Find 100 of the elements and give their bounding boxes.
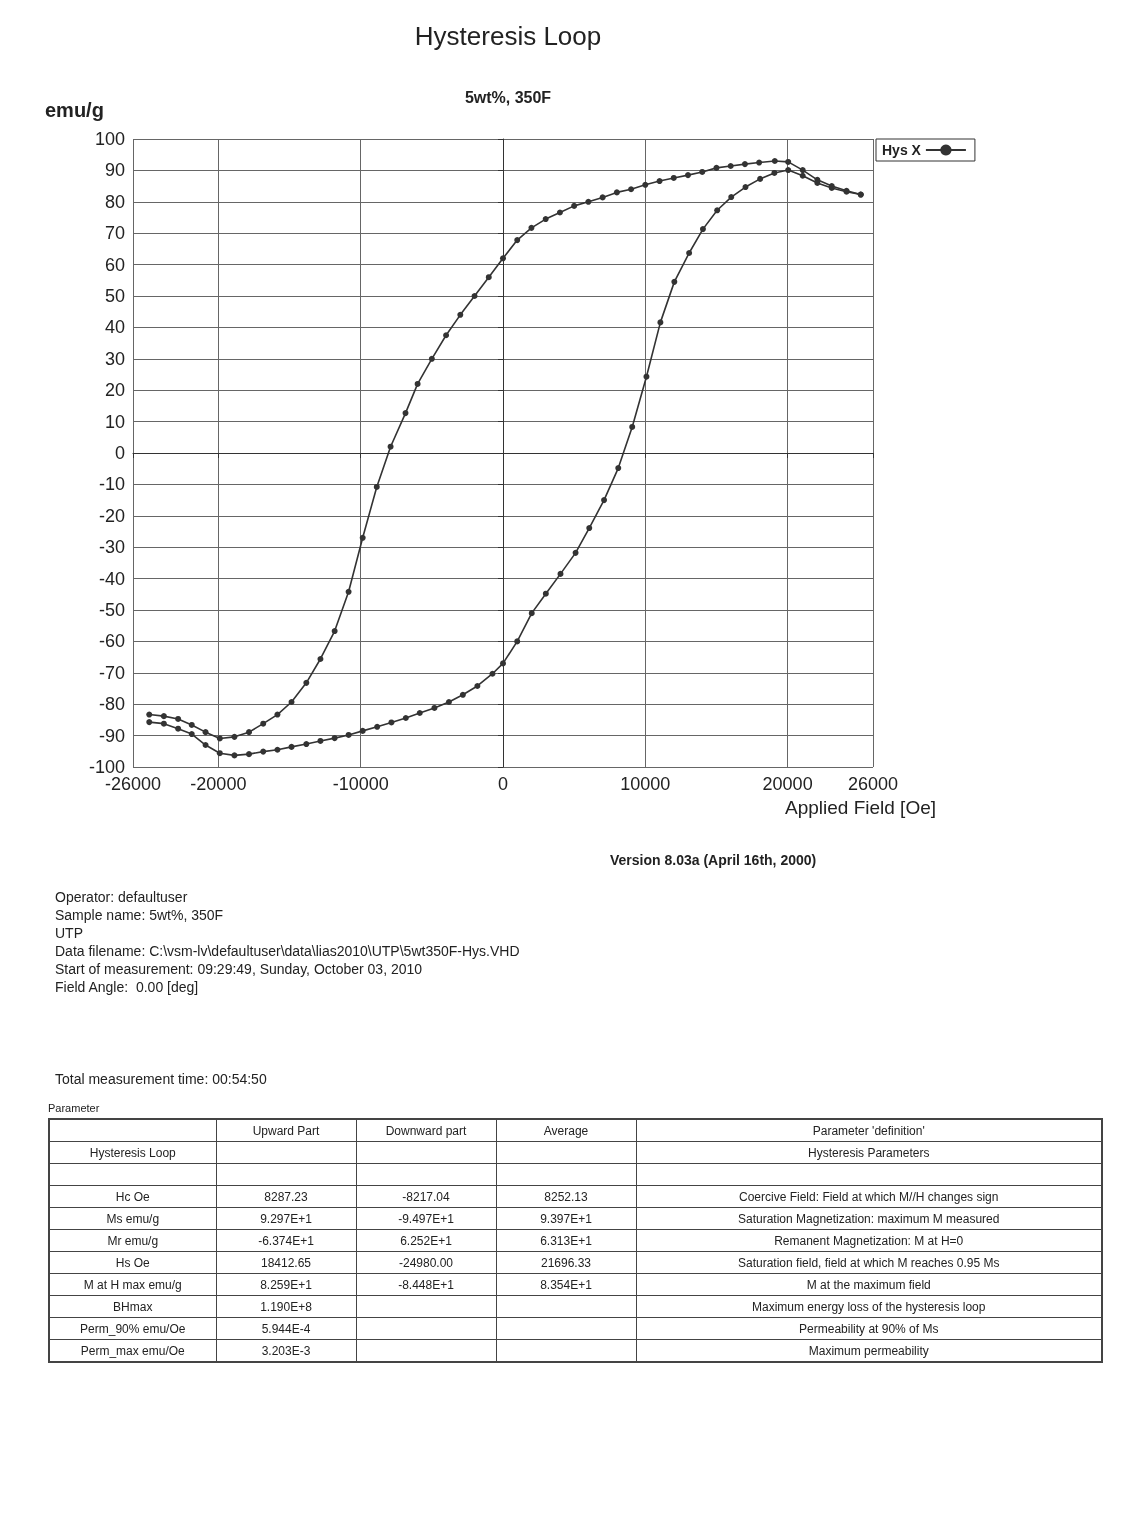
- x-tick-label: -20000: [190, 774, 247, 794]
- point: [643, 373, 650, 380]
- point: [586, 525, 593, 532]
- point: [345, 731, 352, 738]
- point: [657, 319, 664, 326]
- point: [202, 742, 209, 749]
- y-tick-label: 40: [104, 317, 125, 338]
- y-tick-label: 0: [114, 443, 125, 463]
- y-tick-label: -100: [88, 757, 125, 777]
- point: [585, 198, 592, 205]
- point: [188, 731, 195, 738]
- y-tick-label: 50: [104, 286, 125, 306]
- text: Data filename: C:\vsm-lv\defaultuser\data\lias2010\UTP\5wt350F-Hys.VHD: [55, 943, 520, 959]
- category-label: Average: [496, 1119, 636, 1142]
- text: 8.259E+1: [260, 1277, 312, 1292]
- point: [799, 172, 806, 179]
- point: [188, 721, 195, 728]
- point: [457, 311, 464, 318]
- y-tick-label: -50: [98, 600, 125, 620]
- point: [274, 746, 281, 753]
- x-tick-label: 26000: [847, 774, 899, 794]
- point: [202, 729, 209, 736]
- point: [160, 713, 167, 720]
- text: Field Angle: 0.00 [deg]: [55, 979, 199, 995]
- point: [231, 752, 238, 759]
- point: [216, 750, 223, 757]
- point: [671, 278, 678, 285]
- point: [374, 723, 381, 730]
- point: [542, 216, 549, 223]
- text: 6.252E+1: [400, 1233, 452, 1248]
- y-axis-title: emu/g: [45, 99, 104, 121]
- point: [387, 443, 394, 450]
- point: [431, 704, 438, 711]
- y-tick-label: 60: [104, 254, 125, 275]
- point: [728, 194, 735, 201]
- category-label: Hs Oe: [115, 1255, 150, 1270]
- point: [771, 157, 778, 164]
- point: [303, 679, 310, 686]
- y-tick-label: 20: [104, 380, 125, 401]
- point: [514, 237, 521, 244]
- point: [489, 670, 496, 677]
- point: [571, 202, 578, 209]
- text: 8.354E+1: [540, 1277, 592, 1292]
- point: [260, 720, 267, 727]
- point: [514, 638, 521, 645]
- point: [500, 255, 506, 262]
- point: [245, 729, 252, 736]
- x-tick-label: 0: [497, 774, 509, 794]
- point: [785, 167, 792, 174]
- x-tick-label: -26000: [104, 774, 162, 794]
- text: Start of measurement: 09:29:49, Sunday, October 03, 2010: [55, 961, 423, 977]
- point: [628, 186, 635, 193]
- text: Operator: defaultuser: [55, 889, 188, 905]
- point: [260, 748, 267, 755]
- point: [373, 483, 380, 490]
- point: [402, 715, 409, 722]
- point: [542, 590, 549, 597]
- point: [556, 209, 563, 216]
- point: [428, 355, 435, 362]
- point: [443, 332, 450, 339]
- point: [613, 189, 620, 196]
- y-tick-label: -10: [98, 474, 125, 495]
- point: [485, 274, 492, 281]
- text: UTP: [55, 925, 83, 941]
- point: [471, 293, 478, 299]
- text: 8287.23: [264, 1189, 308, 1204]
- category-label: Downward part: [356, 1119, 496, 1142]
- point: [416, 709, 423, 716]
- chart-subtitle: 5wt%, 350F: [464, 88, 552, 106]
- y-tick-label: -20: [98, 505, 125, 526]
- point: [402, 410, 409, 417]
- text: M at the maximum field: [806, 1277, 931, 1292]
- point: [216, 735, 223, 742]
- point: [742, 184, 749, 191]
- category-label: Mr emu/g: [107, 1233, 159, 1248]
- point: [756, 159, 763, 166]
- point: [799, 167, 806, 174]
- text: Saturation Magnetization: maximum M measured: [738, 1211, 1000, 1226]
- text: 9.397E+1: [540, 1211, 592, 1226]
- point: [303, 741, 310, 748]
- text: 3.203E-3: [261, 1343, 311, 1358]
- y-tick-label: 10: [104, 411, 125, 432]
- point: [771, 169, 778, 176]
- text: -8217.04: [402, 1189, 450, 1204]
- text: Parameter: [48, 1102, 101, 1114]
- text: Sample name: 5wt%, 350F: [55, 907, 224, 923]
- point: [670, 174, 677, 181]
- y-tick-label: -40: [98, 568, 125, 589]
- text: 6.313E+1: [540, 1233, 592, 1248]
- category-label: Upward Part: [216, 1119, 356, 1142]
- y-tick-label: 80: [104, 191, 125, 212]
- point: [359, 727, 366, 734]
- chart-title: Hysteresis Loop: [414, 21, 602, 51]
- point: [445, 699, 452, 705]
- text: 1.190E+8: [260, 1299, 312, 1314]
- point: [727, 163, 734, 169]
- y-tick-label: 30: [104, 348, 125, 369]
- point: [714, 207, 721, 214]
- text: 5.944E-4: [261, 1321, 311, 1336]
- point: [685, 172, 691, 179]
